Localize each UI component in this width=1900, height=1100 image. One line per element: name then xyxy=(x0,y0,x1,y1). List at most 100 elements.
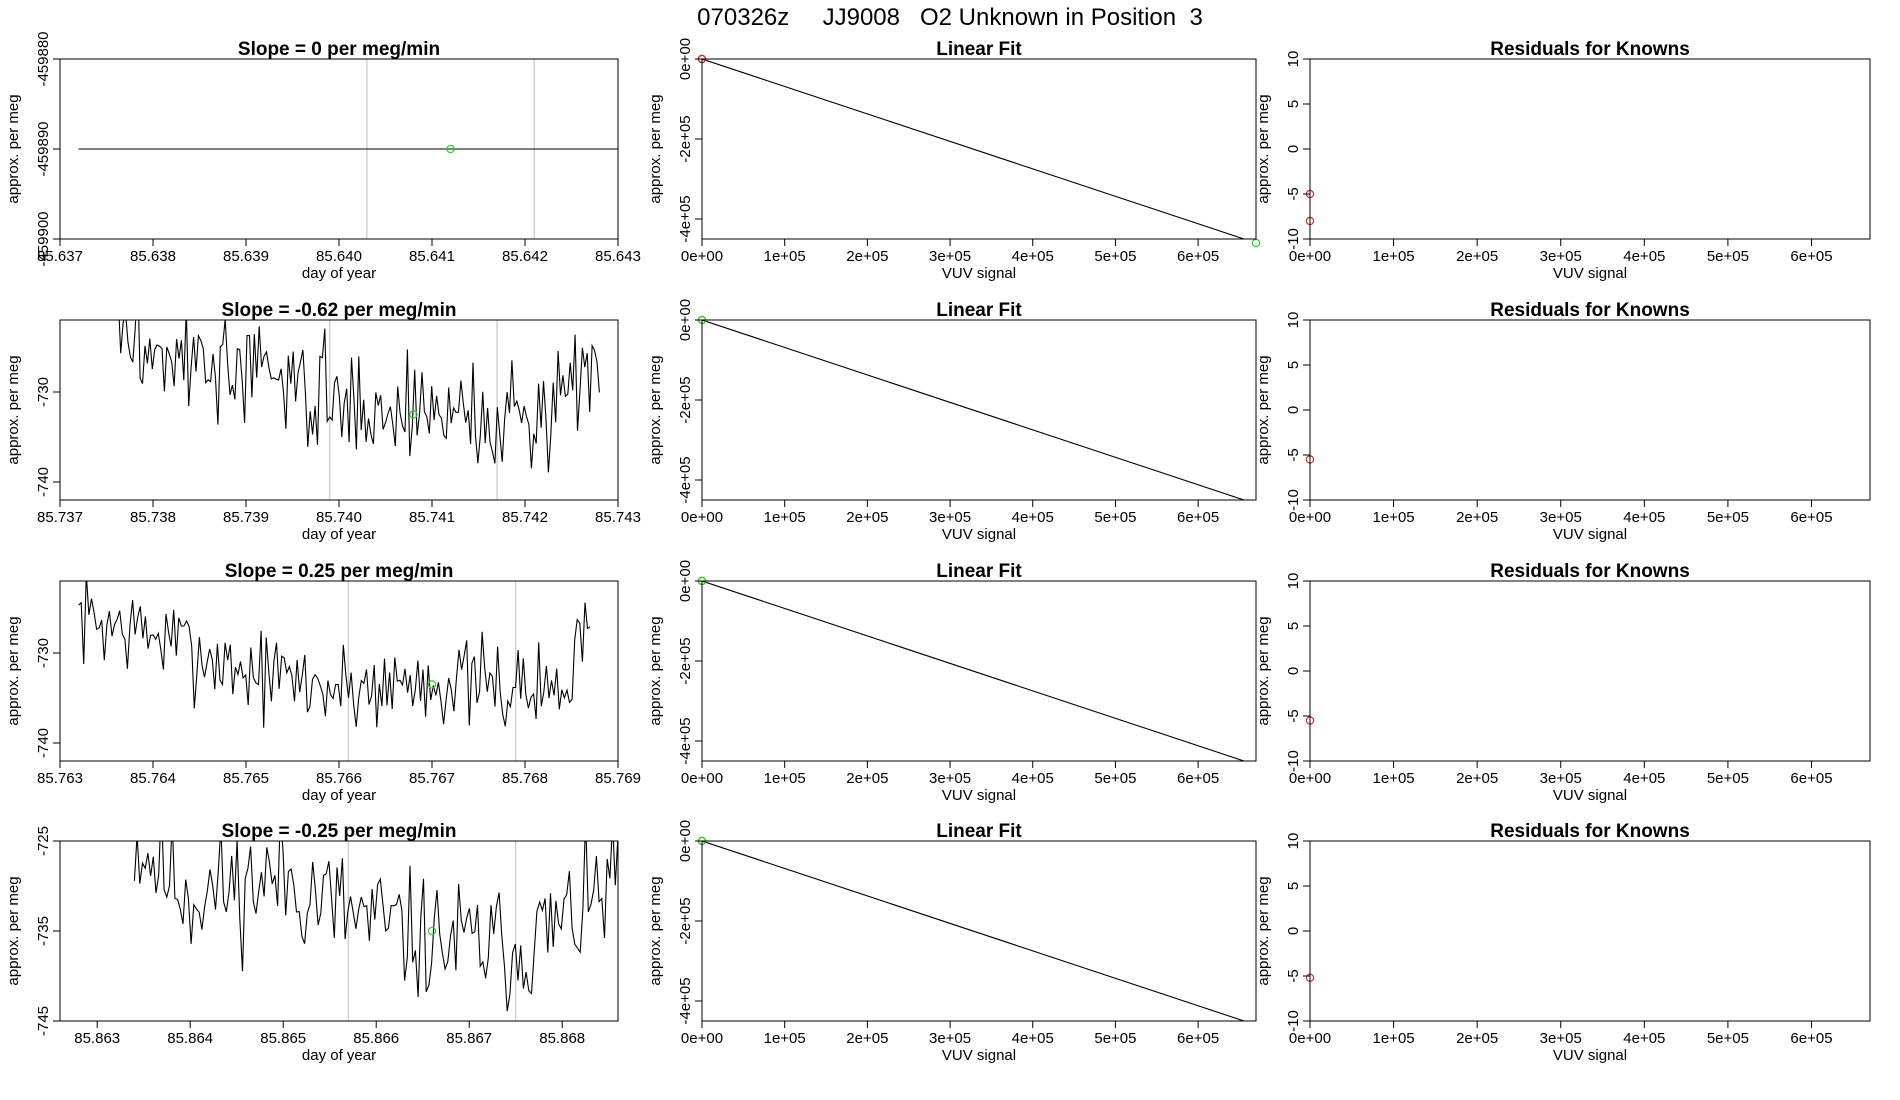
x-tick-label: 85.863 xyxy=(74,1030,120,1047)
y-tick-label: 10 xyxy=(1285,833,1302,850)
chart-panel-2: 0e+00 1e+05 2e+05 3e+05 4e+05 5e+05 6e+05 0e+00… xyxy=(647,38,1261,282)
data-point xyxy=(427,680,437,689)
y-tick-label: 0 xyxy=(1285,145,1302,153)
y-tick-label: 10 xyxy=(1285,312,1302,329)
x-tick-label: 4e+05 xyxy=(1012,770,1054,787)
x-tick-label: 2e+05 xyxy=(846,248,888,265)
x-tick-label: 85.768 xyxy=(502,770,548,787)
y-axis-label: approx. per meg xyxy=(5,876,22,985)
chart-title: Residuals for Knowns xyxy=(1490,821,1690,842)
y-tick-label: -2e+05 xyxy=(677,637,694,684)
y-tick-label: -725 xyxy=(35,826,52,856)
x-tick-label: 6e+05 xyxy=(1177,509,1219,526)
data-series-line xyxy=(78,581,591,728)
chart-title: Linear Fit xyxy=(936,39,1022,60)
x-axis-label: VUV signal xyxy=(1553,265,1627,282)
plot-frame xyxy=(701,319,1257,501)
x-tick-label: 85.637 xyxy=(37,248,83,265)
x-tick-label: 5e+05 xyxy=(1094,248,1136,265)
x-axis-label: VUV signal xyxy=(942,1047,1016,1064)
plot-frame xyxy=(59,580,619,762)
plot-frame xyxy=(701,58,1257,240)
y-axis-label: approx. per meg xyxy=(647,355,664,464)
y-axis-label: approx. per meg xyxy=(1255,94,1272,203)
x-tick-label: 85.638 xyxy=(130,248,176,265)
data-series-line xyxy=(702,841,1246,1021)
x-tick-label: 1e+05 xyxy=(1373,248,1415,265)
chart-panel-3: 0e+00 1e+05 2e+05 3e+05 4e+05 5e+05 6e+05 -10 -5… xyxy=(1255,39,1871,282)
chart-title: Residuals for Knowns xyxy=(1490,39,1690,60)
y-tick-label: -2e+05 xyxy=(677,115,694,162)
x-tick-label: 4e+05 xyxy=(1012,248,1054,265)
chart-panel-8: 0e+00 1e+05 2e+05 3e+05 4e+05 5e+05 6e+05 0e+00… xyxy=(647,560,1257,804)
y-tick-label: 0 xyxy=(1285,927,1302,935)
x-tick-label: 85.742 xyxy=(502,509,548,526)
data-series-line xyxy=(702,581,1246,761)
x-tick-label: 3e+05 xyxy=(929,248,971,265)
chart-title: Linear Fit xyxy=(936,300,1022,321)
x-tick-label: 3e+05 xyxy=(1540,248,1582,265)
y-tick-label: -10 xyxy=(1285,1010,1302,1032)
chart-panel-11: 0e+00 1e+05 2e+05 3e+05 4e+05 5e+05 6e+05 0e+00… xyxy=(647,820,1257,1064)
x-tick-label: 6e+05 xyxy=(1790,248,1832,265)
x-tick-label: 85.766 xyxy=(316,770,362,787)
x-axis-label: VUV signal xyxy=(942,787,1016,804)
y-tick-label: 5 xyxy=(1285,361,1302,369)
x-tick-label: 85.763 xyxy=(37,770,83,787)
x-tick-label: 3e+05 xyxy=(1540,509,1582,526)
x-tick-label: 5e+05 xyxy=(1094,509,1136,526)
y-tick-label: -730 xyxy=(35,638,52,668)
y-axis-label: approx. per meg xyxy=(5,355,22,464)
x-tick-label: 0e+00 xyxy=(681,248,723,265)
data-point xyxy=(427,926,437,936)
x-tick-label: 4e+05 xyxy=(1623,1030,1665,1047)
y-tick-label: -459890 xyxy=(35,121,52,176)
y-tick-label: -740 xyxy=(35,728,52,758)
x-tick-label: 85.738 xyxy=(130,509,176,526)
data-series-line xyxy=(118,320,600,473)
y-tick-label: -10 xyxy=(1285,750,1302,772)
x-tick-label: 4e+05 xyxy=(1012,1030,1054,1047)
y-tick-label: -5 xyxy=(1285,709,1302,722)
y-tick-label: 0 xyxy=(1285,406,1302,414)
y-tick-label: -459900 xyxy=(35,211,52,266)
chart-panel-7: 85.763 85.764 85.765 85.766 85.767 85.768 85.7… xyxy=(5,561,641,804)
x-tick-label: 4e+05 xyxy=(1623,509,1665,526)
x-tick-label: 4e+05 xyxy=(1623,770,1665,787)
y-tick-label: 0e+00 xyxy=(677,820,694,862)
x-tick-label: 6e+05 xyxy=(1177,248,1219,265)
y-tick-label: -745 xyxy=(35,1006,52,1036)
x-tick-label: 3e+05 xyxy=(929,1030,971,1047)
plot-frame xyxy=(1309,840,1871,1022)
x-tick-label: 85.765 xyxy=(223,770,269,787)
x-tick-label: 3e+05 xyxy=(1540,770,1582,787)
x-tick-label: 4e+05 xyxy=(1012,509,1054,526)
x-tick-label: 3e+05 xyxy=(929,509,971,526)
x-tick-label: 2e+05 xyxy=(1456,770,1498,787)
x-tick-label: 5e+05 xyxy=(1094,770,1136,787)
x-tick-label: 2e+05 xyxy=(1456,1030,1498,1047)
x-tick-label: 85.737 xyxy=(37,509,83,526)
data-series-line xyxy=(133,841,618,1012)
x-axis-label: VUV signal xyxy=(942,526,1016,543)
x-tick-label: 6e+05 xyxy=(1177,1030,1219,1047)
y-tick-label: 10 xyxy=(1285,51,1302,68)
y-axis-label: approx. per meg xyxy=(647,876,664,985)
plot-frame xyxy=(59,840,619,1022)
page-title: 070326z JJ9008 O2 Unknown in Position 3 xyxy=(697,4,1203,31)
chart-title: Slope = 0 per meg/min xyxy=(238,39,440,60)
data-series-line xyxy=(702,59,1246,239)
data-point xyxy=(1251,238,1261,248)
x-tick-label: 85.769 xyxy=(595,770,641,787)
y-axis-label: approx. per meg xyxy=(1255,616,1272,725)
x-tick-label: 0e+00 xyxy=(1289,770,1331,787)
x-axis-label: day of year xyxy=(302,787,376,804)
x-tick-label: 85.868 xyxy=(539,1030,585,1047)
x-tick-label: 85.640 xyxy=(316,248,362,265)
y-axis-label: approx. per meg xyxy=(5,616,22,725)
y-tick-label: -2e+05 xyxy=(677,897,694,944)
chart-title: Residuals for Knowns xyxy=(1490,561,1690,582)
x-tick-label: 85.642 xyxy=(502,248,548,265)
x-tick-label: 1e+05 xyxy=(1373,1030,1415,1047)
